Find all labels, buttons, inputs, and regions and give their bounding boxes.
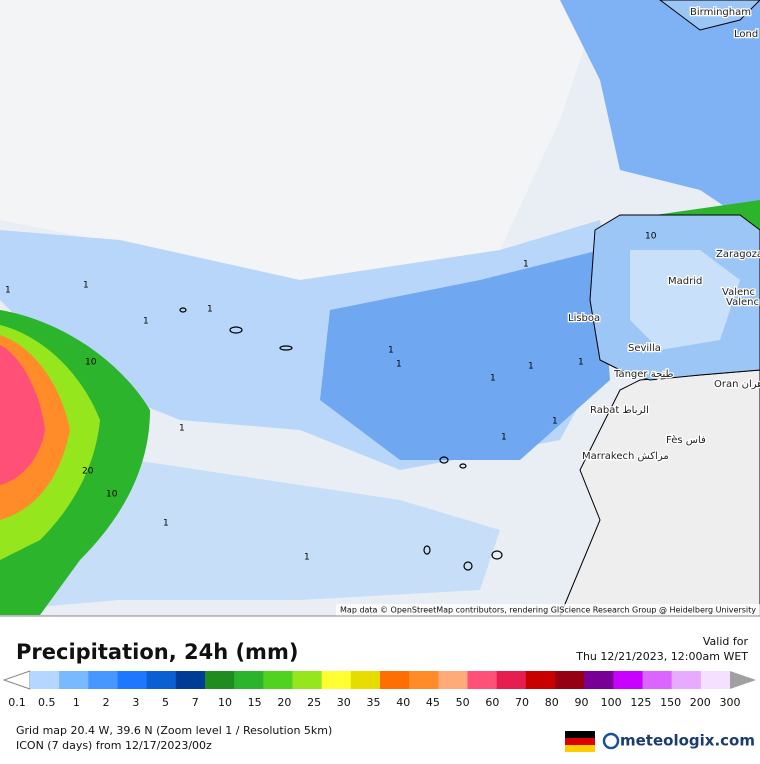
colorbar-swatch <box>292 671 323 689</box>
city-label: Rabat الرباط <box>590 405 649 416</box>
colorbar-tick-label: 3 <box>132 696 139 709</box>
city-label: Lond <box>734 29 758 40</box>
contour-label: 1 <box>388 346 394 356</box>
city-label: Madrid <box>668 276 702 287</box>
colorbar-swatch <box>175 671 206 689</box>
colorbar-tick-label: 45 <box>426 696 440 709</box>
colorbar-swatch <box>263 671 293 689</box>
colorbar-tick-label: 125 <box>630 696 651 709</box>
colorbar-tick-label: 80 <box>545 696 559 709</box>
colorbar-swatch <box>467 671 498 689</box>
colorbar-swatch <box>496 671 527 689</box>
colorbar-tick-label: 60 <box>485 696 499 709</box>
colorbar-tick-label: 150 <box>660 696 681 709</box>
contour-label: 1 <box>5 286 11 296</box>
colorbar-tick-label: 10 <box>218 696 232 709</box>
contour-label: 1 <box>396 360 402 370</box>
colorbar-tick-label: 2 <box>103 696 110 709</box>
colorbar-tick-label: 70 <box>515 696 529 709</box>
city-label: Tanger طنجة <box>613 369 674 380</box>
colorbar-swatch <box>88 671 118 689</box>
flag <box>565 731 595 752</box>
contour-labels: 1 1 1 1 1 1 1 1 1 1 1 1 10 20 10 10 1 1 … <box>5 232 657 563</box>
colorbar-over <box>730 671 756 689</box>
colorbar-under <box>2 670 31 690</box>
brand-icon <box>602 732 620 750</box>
city-label: Birmingham <box>690 7 751 18</box>
colorbar-swatch <box>234 671 264 689</box>
footer-model: ICON (7 days) from 12/17/2023/00z <box>16 739 212 752</box>
colorbar-swatch <box>205 671 235 689</box>
colorbar-tick-label: 30 <box>337 696 351 709</box>
colorbar-swatch <box>30 671 60 689</box>
colorbar-swatch <box>321 671 352 689</box>
colorbar-swatch <box>409 671 439 689</box>
contour-label: 1 <box>163 519 169 529</box>
colorbar-swatch <box>700 671 731 689</box>
colorbar-tick-label: 90 <box>574 696 588 709</box>
colorbar-tick-label: 200 <box>690 696 711 709</box>
colorbar-swatch <box>146 671 177 689</box>
colorbar-tick-label: 300 <box>720 696 741 709</box>
city-label: Lisboa <box>568 313 600 324</box>
city-label: Marrakech مراكش <box>582 451 669 462</box>
colorbar-tick-label: 0.5 <box>38 696 56 709</box>
colorbar-tick-label: 100 <box>601 696 622 709</box>
contour-label: 1 <box>490 374 496 384</box>
contour-label: 1 <box>304 553 310 563</box>
contour-label: 1 <box>528 362 534 372</box>
colorbar-tick-label: 40 <box>396 696 410 709</box>
city-label: Fès فاس <box>666 434 706 446</box>
contour-label: 1 <box>578 358 584 368</box>
contour-label: 1 <box>179 424 185 434</box>
city-label: Zaragoza <box>716 249 760 260</box>
contour-label: 1 <box>552 417 558 427</box>
colorbar: 0.1 0.5 1 2 3 5 7 10 15 20 25 30 35 40 45 50 60 70 80 90 100… <box>2 670 756 709</box>
map <box>0 0 760 617</box>
valid-time: Thu 12/21/2023, 12:00am WET <box>575 650 748 663</box>
city-label: Valenc <box>726 297 759 308</box>
contour-label: 10 <box>106 490 118 500</box>
city-labels: Birmingham Lond Zaragoza Madrid Valenc V… <box>567 6 760 464</box>
contour-label: 10 <box>85 358 97 368</box>
footer-grid: Grid map 20.4 W, 39.6 N (Zoom level 1 / … <box>16 724 332 737</box>
contour-label: 1 <box>207 305 213 315</box>
colorbar-swatch <box>584 671 614 689</box>
colorbar-tick-label: 7 <box>192 696 199 709</box>
city-label: Oran وهران <box>714 379 760 390</box>
colorbar-tick-label: 15 <box>248 696 262 709</box>
colorbar-tick-label: 1 <box>73 696 80 709</box>
colorbar-tick-label: 5 <box>162 696 169 709</box>
colorbar-swatch <box>350 671 381 689</box>
contour-label: 1 <box>143 317 149 327</box>
colorbar-tick-label: 0.1 <box>8 696 26 709</box>
colorbar-swatch <box>555 671 585 689</box>
colorbar-tick-label: 20 <box>277 696 291 709</box>
city-label: Sevilla <box>628 343 661 354</box>
colorbar-swatch <box>380 671 410 689</box>
colorbar-swatch <box>525 671 556 689</box>
contour-label: 1 <box>501 433 507 443</box>
colorbar-swatch <box>642 671 673 689</box>
contour-label: 20 <box>82 467 94 477</box>
colorbar-swatch <box>438 671 468 689</box>
colorbar-tick-label: 25 <box>307 696 321 709</box>
colorbar-tick-label: 35 <box>367 696 381 709</box>
legend-title: Precipitation, 24h (mm) <box>16 640 298 664</box>
contour-label: 1 <box>83 281 89 291</box>
brand[interactable]: meteologix.com <box>620 732 755 750</box>
colorbar-swatch <box>671 671 702 689</box>
attribution: Map data © OpenStreetMap contributors, r… <box>340 606 756 615</box>
contour-label: 1 <box>523 260 529 270</box>
colorbar-swatch <box>59 671 89 689</box>
colorbar-tick-label: 50 <box>456 696 470 709</box>
city-label: Valenc <box>722 287 755 298</box>
valid-label: Valid for <box>703 635 749 648</box>
colorbar-swatch <box>613 671 643 689</box>
colorbar-swatch <box>117 671 148 689</box>
contour-label: 10 <box>645 232 657 242</box>
